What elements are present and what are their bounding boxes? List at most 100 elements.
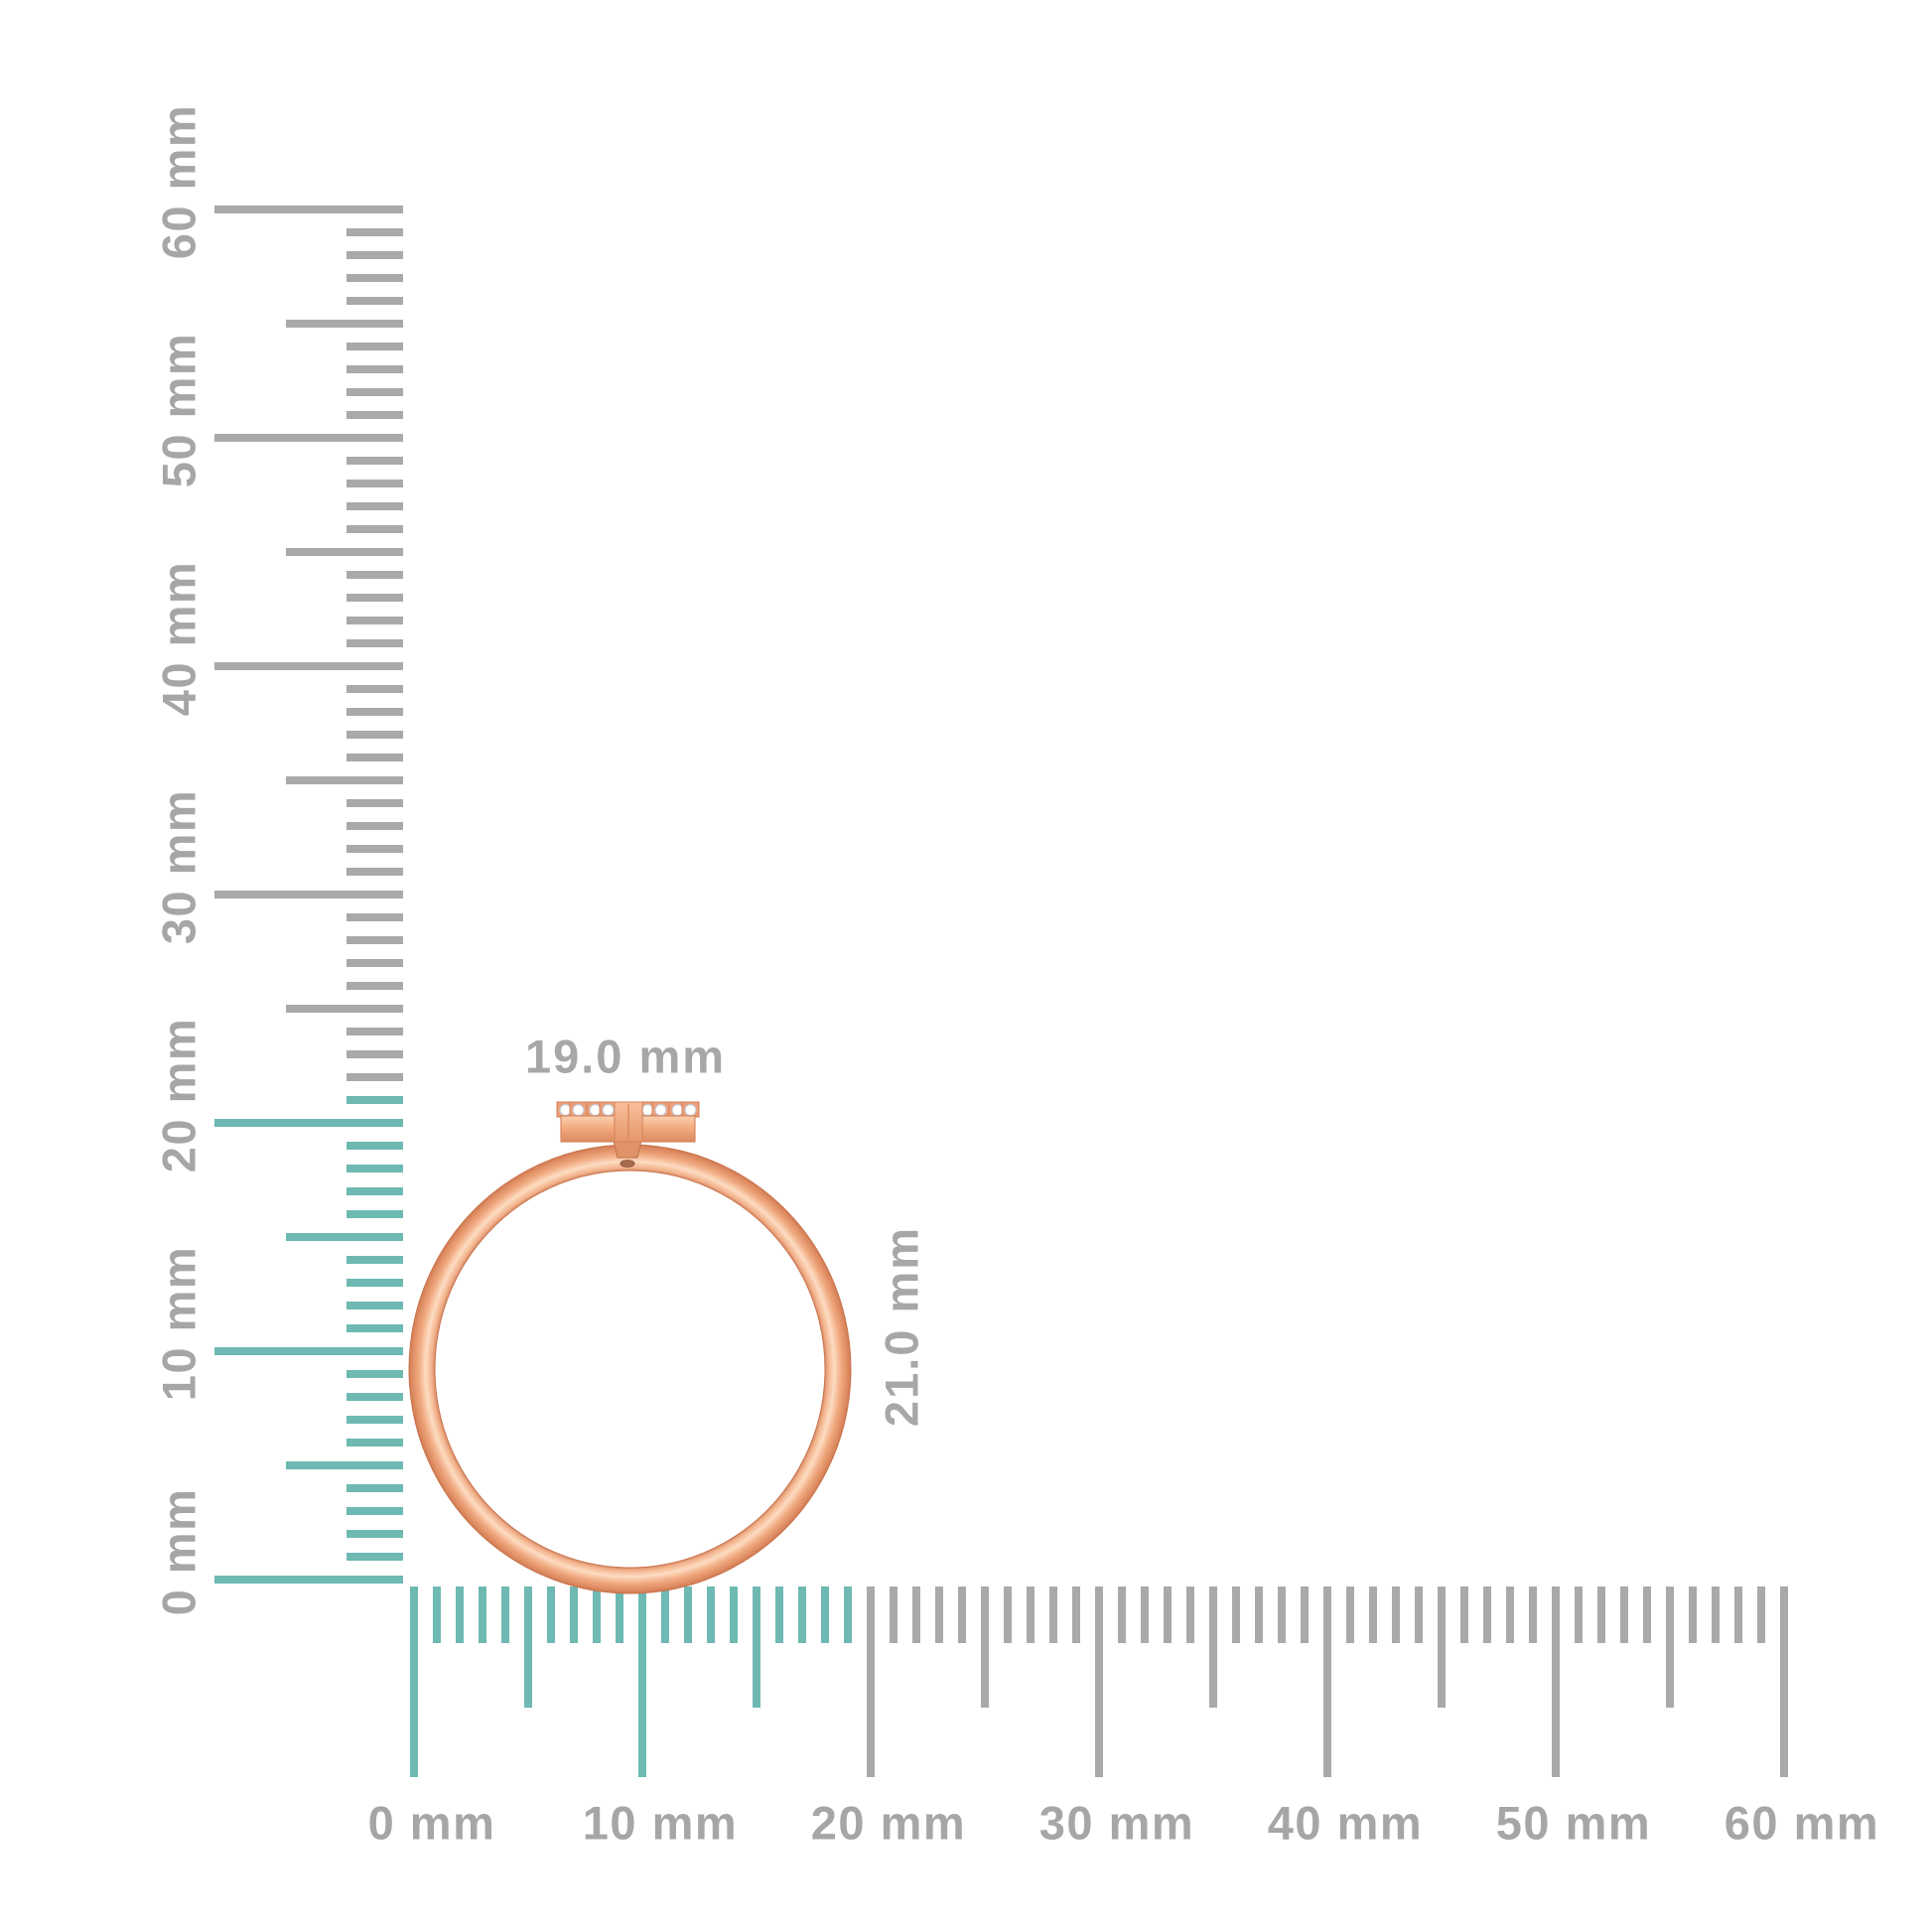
horizontal-ruler-tick	[707, 1587, 715, 1643]
vertical-ruler-tick	[346, 959, 403, 967]
vertical-ruler-tick	[346, 525, 403, 533]
horizontal-ruler-tick	[501, 1587, 509, 1643]
horizontal-ruler-tick	[1164, 1587, 1172, 1643]
horizontal-ruler-tick	[1186, 1587, 1194, 1643]
horizontal-ruler-tick	[1392, 1587, 1400, 1643]
ring-width-label: 19.0 mm	[524, 1030, 727, 1083]
vertical-ruler-tick	[286, 320, 403, 328]
horizontal-ruler-tick	[1301, 1587, 1309, 1643]
vertical-ruler-tick	[346, 343, 403, 350]
horizontal-ruler-tick	[821, 1587, 829, 1643]
horizontal-ruler-tick	[684, 1587, 692, 1643]
vertical-ruler-tick	[346, 708, 403, 716]
horizontal-ruler-tick	[1438, 1587, 1446, 1708]
vertical-ruler-tick	[346, 1416, 403, 1424]
vertical-ruler-tick	[346, 1050, 403, 1058]
horizontal-ruler-tick	[1278, 1587, 1286, 1643]
vertical-ruler-tick	[346, 1302, 403, 1310]
diamond-stone	[589, 1103, 602, 1117]
vertical-ruler-tick	[346, 1553, 403, 1561]
vertical-ruler-tick	[346, 1439, 403, 1447]
horizontal-ruler-label: 60 mm	[1724, 1796, 1880, 1850]
horizontal-ruler-tick	[1734, 1587, 1742, 1643]
vertical-ruler-tick	[346, 411, 403, 419]
horizontal-ruler-tick	[867, 1587, 875, 1777]
vertical-ruler-tick	[346, 982, 403, 990]
vertical-ruler-tick	[346, 685, 403, 693]
horizontal-ruler-tick	[570, 1587, 578, 1643]
diamond-bar-stones	[556, 1101, 700, 1118]
horizontal-ruler-tick	[547, 1587, 555, 1643]
horizontal-ruler-tick	[1575, 1587, 1583, 1643]
vertical-ruler-tick	[346, 594, 403, 602]
vertical-ruler-tick	[346, 1279, 403, 1287]
vertical-ruler-tick	[346, 1507, 403, 1515]
horizontal-ruler-tick	[730, 1587, 738, 1643]
diamond-stone	[654, 1103, 667, 1117]
horizontal-ruler-tick	[1643, 1587, 1651, 1643]
horizontal-ruler-tick	[433, 1587, 441, 1643]
horizontal-ruler-tick	[1095, 1587, 1103, 1777]
horizontal-ruler-tick	[1072, 1587, 1080, 1643]
vertical-ruler-tick	[346, 1393, 403, 1401]
horizontal-ruler-tick	[1049, 1587, 1057, 1643]
vertical-ruler-tick	[346, 365, 403, 373]
vertical-ruler-tick	[286, 1233, 403, 1241]
diamond-stone	[559, 1103, 572, 1117]
vertical-ruler-tick	[346, 1324, 403, 1332]
horizontal-ruler-tick	[410, 1587, 418, 1777]
horizontal-ruler-tick	[1597, 1587, 1605, 1643]
horizontal-ruler-label: 10 mm	[582, 1796, 739, 1850]
vertical-ruler-tick	[286, 776, 403, 784]
vertical-ruler-tick	[346, 799, 403, 807]
diamond-stone	[602, 1103, 615, 1117]
diamond-stone	[684, 1103, 697, 1117]
horizontal-ruler-tick	[753, 1587, 760, 1708]
vertical-ruler-tick	[346, 1142, 403, 1150]
vertical-ruler-tick	[214, 206, 403, 213]
horizontal-ruler-tick	[1689, 1587, 1697, 1643]
vertical-ruler-tick	[286, 1005, 403, 1013]
horizontal-ruler-tick	[1346, 1587, 1354, 1643]
vertical-ruler-tick	[214, 891, 403, 898]
horizontal-ruler-tick	[1506, 1587, 1514, 1643]
vertical-ruler-tick	[346, 1073, 403, 1081]
horizontal-ruler-label: 0 mm	[367, 1796, 496, 1850]
horizontal-ruler-tick	[1666, 1587, 1674, 1708]
vertical-ruler-tick	[286, 548, 403, 556]
horizontal-ruler-tick	[524, 1587, 532, 1708]
horizontal-ruler-tick	[775, 1587, 783, 1643]
horizontal-ruler-label: 40 mm	[1267, 1796, 1424, 1850]
horizontal-ruler-tick	[1757, 1587, 1765, 1643]
horizontal-ruler-label: 20 mm	[810, 1796, 967, 1850]
horizontal-ruler-tick	[1369, 1587, 1377, 1643]
vertical-ruler-tick	[346, 251, 403, 259]
vertical-ruler-tick	[346, 936, 403, 944]
horizontal-ruler-tick	[912, 1587, 920, 1643]
vertical-ruler-tick	[346, 1096, 403, 1104]
horizontal-ruler-tick	[1460, 1587, 1468, 1643]
vertical-ruler-tick	[346, 571, 403, 579]
vertical-ruler-tick	[346, 1370, 403, 1378]
horizontal-ruler-tick	[958, 1587, 966, 1643]
horizontal-ruler-tick	[456, 1587, 464, 1643]
vertical-ruler-tick	[214, 1347, 403, 1355]
horizontal-ruler-tick	[1004, 1587, 1012, 1643]
vertical-ruler-tick	[346, 822, 403, 830]
horizontal-ruler-tick	[1027, 1587, 1035, 1643]
vertical-ruler-tick	[346, 1187, 403, 1195]
vertical-ruler-tick	[346, 274, 403, 282]
horizontal-ruler-tick	[1209, 1587, 1217, 1708]
horizontal-ruler-label: 30 mm	[1038, 1796, 1195, 1850]
vertical-ruler-tick	[346, 228, 403, 236]
diamond-stone	[671, 1103, 684, 1117]
horizontal-ruler-tick	[981, 1587, 989, 1708]
horizontal-ruler-tick	[1415, 1587, 1423, 1643]
vertical-ruler-tick	[346, 868, 403, 876]
horizontal-ruler-tick	[1483, 1587, 1491, 1643]
horizontal-ruler-tick	[1552, 1587, 1560, 1777]
vertical-ruler-tick	[346, 1210, 403, 1218]
vertical-ruler-tick	[346, 731, 403, 739]
vertical-ruler-tick	[346, 1165, 403, 1173]
